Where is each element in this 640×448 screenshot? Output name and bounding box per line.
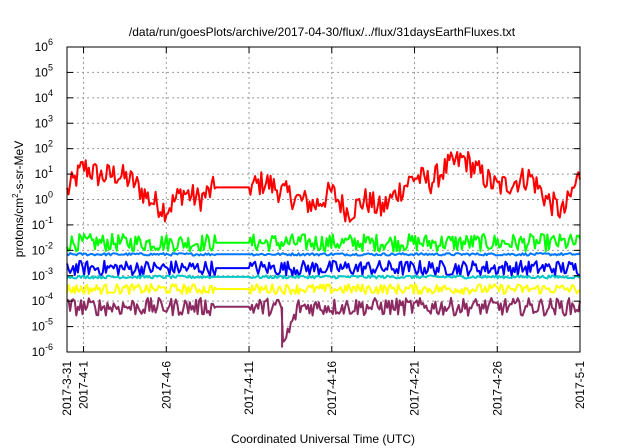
- y-axis-label: protons/cm2-s-sr-MeV: [11, 141, 26, 257]
- series-line-2: [66, 232, 581, 253]
- y-tick-label: 104: [35, 88, 53, 105]
- y-axis-ticks: 10-6 10-5 10-4 10-3 10-2 10-1 100 101 102 103 104 1…: [32, 37, 580, 359]
- x-tick-label: 2017-3-31: [60, 361, 74, 416]
- series-line-1: [66, 151, 581, 223]
- x-tick-label: 2017-4-6: [159, 361, 173, 409]
- series-layer: [66, 151, 581, 348]
- y-tick-label: 100: [35, 190, 53, 207]
- y-tick-label: 101: [35, 164, 53, 181]
- y-tick-label: 10-6: [32, 342, 53, 359]
- y-tick-label: 10-2: [32, 240, 53, 257]
- y-tick-label: 10-5: [32, 317, 53, 334]
- y-tick-label: 106: [35, 37, 53, 54]
- x-tick-label: 2017-4-16: [325, 361, 339, 416]
- x-axis-label: Coordinated Universal Time (UTC): [231, 432, 415, 446]
- y-tick-label: 103: [35, 113, 53, 130]
- y-tick-label: 10-4: [32, 291, 53, 308]
- series-line-5: [66, 274, 581, 280]
- grid: [67, 47, 580, 352]
- y-tick-label: 10-1: [32, 215, 53, 232]
- x-tick-label: 2017-5-1: [573, 361, 587, 409]
- x-tick-label: 2017-4-11: [242, 361, 256, 415]
- x-tick-label: 2017-4-1: [77, 361, 91, 409]
- series-line-6: [66, 283, 581, 296]
- x-tick-label: 2017-4-21: [408, 361, 422, 416]
- x-tick-label: 2017-4-26: [490, 361, 504, 416]
- y-tick-label: 102: [35, 139, 53, 156]
- y-tick-label: 105: [35, 62, 53, 79]
- x-axis-ticks: 2017-3-31 2017-4-1 2017-4-6 2017-4-11 2017-4…: [60, 47, 587, 416]
- series-line-7: [66, 296, 581, 348]
- chart-title: /data/run/goesPlots/archive/2017-04-30/f…: [129, 25, 516, 39]
- y-tick-label: 10-3: [32, 266, 53, 283]
- series-line-3: [66, 252, 581, 257]
- series-line-4: [66, 259, 581, 277]
